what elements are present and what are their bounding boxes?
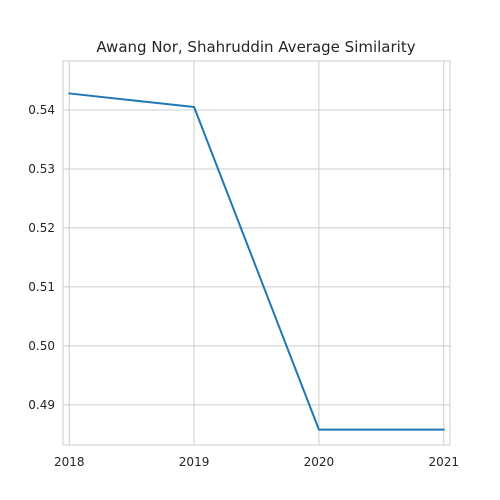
x-tick-label: 2021 — [428, 455, 459, 469]
x-tick-label: 2019 — [179, 455, 210, 469]
series-layer — [68, 92, 445, 431]
y-tick-label: 0.50 — [28, 339, 55, 353]
y-tick-label: 0.54 — [28, 103, 55, 117]
chart-title: Awang Nor, Shahruddin Average Similarity — [96, 38, 415, 56]
y-tick-labels: 0.49 0.50 0.51 0.52 0.53 0.54 — [28, 103, 55, 412]
y-tick-label: 0.49 — [28, 398, 55, 412]
plot-frame — [62, 60, 451, 446]
x-tick-label: 2020 — [304, 455, 335, 469]
y-gridlines — [63, 109, 450, 406]
y-tick-label: 0.51 — [28, 280, 55, 294]
y-tick-label: 0.53 — [28, 162, 55, 176]
y-tick-label: 0.52 — [28, 221, 55, 235]
x-tick-labels: 2018 2019 2020 2021 — [54, 455, 459, 469]
x-gridlines — [68, 61, 445, 445]
x-tick-label: 2018 — [54, 455, 85, 469]
series-line — [68, 92, 445, 431]
